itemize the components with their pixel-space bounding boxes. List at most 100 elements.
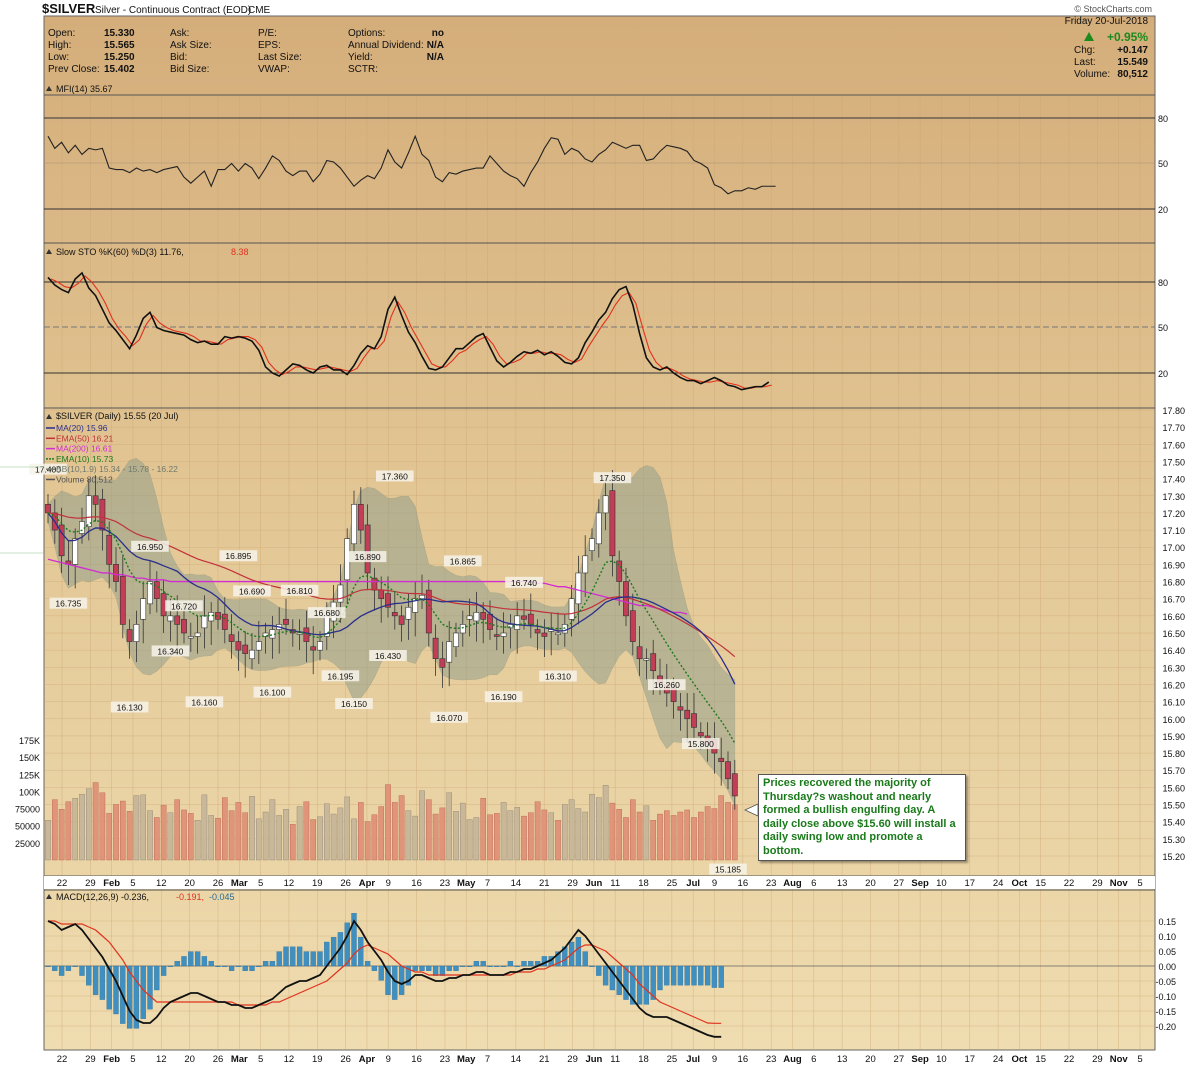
prev-close-label: Prev Close: — [48, 64, 100, 75]
ma200-line — [47, 558, 688, 615]
candle-body-25 — [215, 612, 221, 620]
candle-body-53 — [405, 606, 412, 620]
macd-hist-bar-54 — [412, 965, 418, 971]
price-tick-17.80: 17.80 — [1162, 406, 1185, 416]
candle-body-66 — [493, 634, 500, 637]
price-label-11: 16.680 — [314, 608, 340, 618]
x-label-0-19: 21 — [539, 878, 550, 889]
candle-body-22 — [194, 632, 201, 637]
chg-label: Chg: — [1074, 45, 1095, 56]
x-label-0-10: 19 — [312, 878, 323, 889]
macd-tick-0.10: 0.10 — [1158, 932, 1176, 942]
volume-bar-6 — [85, 788, 92, 861]
macd-tick--0.15: -0.15 — [1155, 1007, 1176, 1017]
macd-hist-bar-57 — [432, 965, 439, 976]
volume-bar-91 — [664, 810, 670, 861]
sto-legend: Slow STO %K(60) %D(3) 11.76, — [56, 247, 184, 257]
volume-bar-95 — [691, 817, 697, 861]
mfi-legend: MFI(14) 35.67 — [56, 84, 113, 94]
sto-tick-50: 50 — [1158, 323, 1168, 333]
x-label-0-18: 14 — [511, 878, 522, 889]
x-label-0-38: Oct — [1011, 878, 1028, 889]
price-label-25: 15.185 — [715, 865, 741, 875]
candle-body-14 — [140, 598, 147, 620]
x-label-1-24: 25 — [667, 1054, 678, 1065]
volume-bar-75 — [555, 820, 561, 861]
volume-bar-47 — [364, 821, 371, 861]
x-label-1-38: Oct — [1011, 1054, 1028, 1065]
last-value: 15.549 — [1117, 57, 1148, 68]
volume-bar-51 — [392, 802, 398, 861]
x-label-0-36: 17 — [964, 878, 975, 889]
macd-hist-bar-71 — [528, 961, 534, 967]
candle-body-75 — [555, 632, 561, 636]
macd-hist-bar-25 — [215, 965, 221, 967]
volume-bar-26 — [221, 797, 228, 861]
x-label-1-23: 18 — [638, 1054, 649, 1065]
volume-bar-89 — [650, 820, 656, 861]
macd-hist-bar-55 — [419, 965, 425, 971]
candle-body-23 — [201, 615, 208, 629]
candle-body-15 — [147, 581, 153, 605]
price-label-bg-6 — [219, 550, 258, 562]
macd-hist-bar-31 — [256, 965, 262, 967]
macd-hist-bar-17 — [160, 965, 167, 976]
macd-hist-bar-85 — [623, 965, 629, 1000]
sto-d-line — [50, 275, 772, 389]
volume-bar-18 — [167, 812, 174, 861]
candle-body-16 — [153, 581, 160, 599]
x-label-1-12: Apr — [359, 1054, 376, 1065]
macd-hist-bar-12 — [126, 965, 133, 1029]
macd-hist-bar-50 — [385, 965, 391, 995]
price-tick-15.80: 15.80 — [1162, 749, 1185, 759]
price-label-13: 16.150 — [341, 699, 367, 709]
price-tick-15.20: 15.20 — [1162, 852, 1185, 862]
candle-body-80 — [589, 538, 595, 551]
macd-hist-bar-60 — [453, 965, 459, 971]
volume-bar-73 — [541, 809, 548, 861]
x-label-0-24: 25 — [667, 878, 678, 889]
price-label-bg-9 — [280, 584, 319, 596]
price-label-5: 16.720 — [171, 601, 197, 611]
price-label-10: 16.100 — [259, 688, 285, 698]
x-label-0-14: 16 — [411, 878, 422, 889]
volume-bar-14 — [140, 794, 147, 861]
price-label-bg-20 — [505, 576, 543, 588]
macd-hist-bar-87 — [636, 965, 643, 1005]
x-label-1-11: 26 — [340, 1054, 351, 1065]
macd-hist-bar-29 — [242, 965, 248, 971]
x-label-0-35: 10 — [936, 878, 947, 889]
price-toggle-icon — [46, 414, 52, 419]
candle-body-13 — [133, 624, 140, 642]
price-label-bg-10 — [253, 686, 292, 698]
volume-bar-53 — [405, 810, 412, 861]
price-tick-17.10: 17.10 — [1162, 526, 1185, 536]
candle-body-43 — [337, 584, 344, 603]
volume-label: Volume: — [1074, 69, 1110, 80]
volume-bar-12 — [126, 811, 133, 861]
x-label-1-35: 10 — [936, 1054, 947, 1065]
macd-hist-bar-36 — [290, 946, 296, 967]
volume-bar-48 — [371, 814, 378, 861]
x-label-0-30: 6 — [811, 878, 816, 889]
macd-hist-bar-33 — [269, 961, 276, 967]
volume-bar-54 — [412, 815, 419, 861]
legend-volume: Volume 80,512 — [56, 475, 113, 485]
candle-body-56 — [425, 589, 432, 634]
sto-tick-20: 20 — [1158, 369, 1168, 379]
candle-body-39 — [310, 646, 317, 651]
x-label-0-9: 12 — [284, 878, 295, 889]
x-label-0-1: 29 — [85, 878, 96, 889]
macd-hist-bar-82 — [602, 965, 609, 986]
volume-bar-98 — [711, 808, 718, 861]
prev-close-value: 15.402 — [104, 64, 135, 75]
x-label-1-27: 16 — [738, 1054, 749, 1065]
price-tick-17.40: 17.40 — [1162, 475, 1185, 485]
volume-bar-61 — [460, 802, 466, 861]
x-label-0-5: 20 — [184, 878, 195, 889]
macd-hist-bar-93 — [677, 965, 684, 986]
volume-bar-37 — [296, 806, 303, 861]
legend-bb: BB(10,1.9) 15.34 - 15.78 - 16.22 — [56, 464, 178, 474]
volume-bar-27 — [228, 810, 235, 861]
macd-tick-0.05: 0.05 — [1158, 947, 1176, 957]
